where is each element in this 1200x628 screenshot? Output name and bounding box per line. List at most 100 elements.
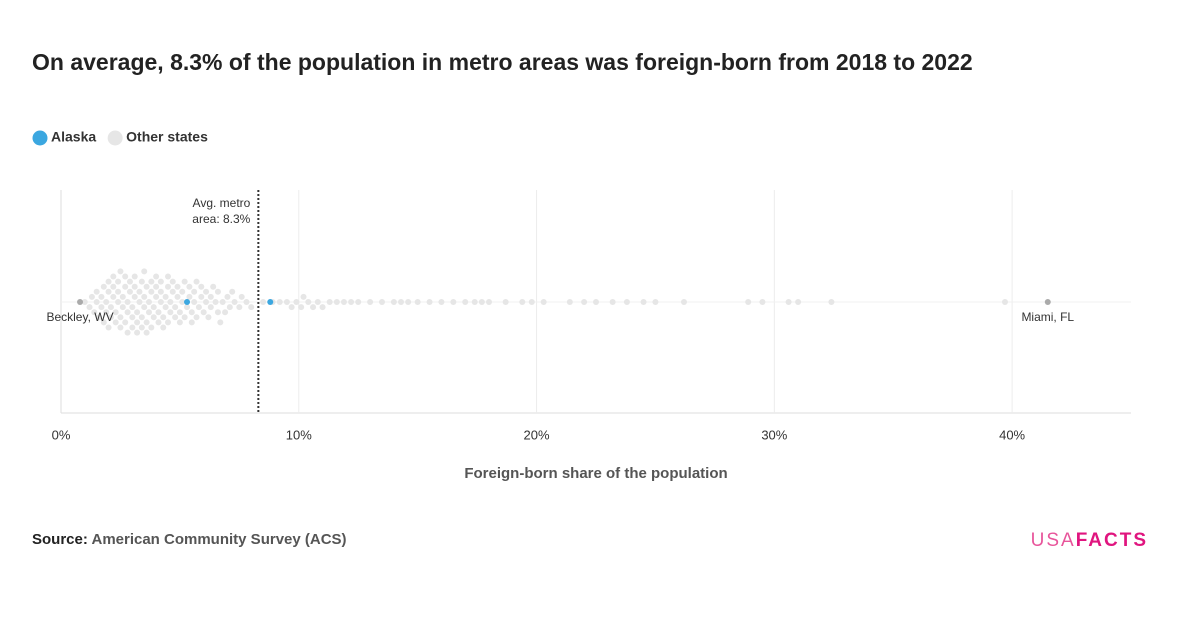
point [148, 278, 155, 285]
point [119, 293, 126, 300]
point [150, 304, 157, 311]
point [122, 273, 129, 280]
point [176, 309, 183, 316]
point [519, 299, 526, 305]
point [680, 299, 687, 305]
point [795, 299, 802, 305]
point [186, 283, 193, 290]
point [593, 299, 599, 305]
point [203, 299, 210, 305]
source: Source: American Community Survey (ACS) [32, 531, 347, 548]
point [319, 304, 326, 311]
point [167, 299, 174, 305]
point [93, 299, 100, 305]
point [214, 309, 221, 316]
point [98, 304, 105, 311]
point [129, 304, 136, 311]
point [153, 273, 160, 280]
point [81, 299, 88, 305]
legend-swatch [107, 130, 123, 146]
point [231, 299, 238, 305]
point [148, 324, 155, 331]
point [184, 299, 191, 305]
logo-usa: USA [1031, 530, 1076, 551]
point [181, 278, 188, 285]
point [210, 283, 217, 290]
point [238, 293, 245, 300]
point [160, 324, 167, 331]
point [785, 299, 792, 305]
point [138, 278, 145, 285]
legend-swatch [32, 130, 48, 146]
point [390, 299, 397, 305]
point [134, 329, 141, 336]
point [188, 309, 195, 316]
point [157, 288, 164, 295]
point [143, 319, 150, 326]
x-tick-label: 0% [52, 427, 71, 442]
point [438, 299, 445, 305]
point [502, 299, 509, 305]
point [134, 309, 141, 316]
point [86, 304, 93, 311]
point [88, 293, 95, 300]
point [157, 278, 164, 285]
point [298, 304, 305, 311]
point [162, 304, 169, 311]
point [200, 309, 207, 316]
point [405, 299, 412, 305]
point [566, 299, 573, 305]
point [115, 278, 122, 285]
point [126, 288, 133, 295]
source-label: Source: [32, 531, 88, 548]
point [333, 299, 340, 305]
point [198, 283, 205, 290]
point [143, 329, 150, 336]
point [181, 314, 188, 321]
points [81, 268, 1008, 336]
point [283, 299, 290, 305]
point [305, 299, 312, 305]
point [136, 288, 143, 295]
point [105, 278, 112, 285]
point [124, 299, 131, 305]
point [348, 299, 355, 305]
point [462, 299, 469, 305]
point [122, 319, 129, 326]
point [581, 299, 588, 305]
point [207, 293, 214, 300]
average-label: Avg. metro [193, 196, 251, 210]
point [119, 304, 126, 311]
point [110, 293, 117, 300]
point [260, 299, 267, 305]
point [179, 299, 186, 305]
point [145, 309, 152, 316]
point [229, 288, 236, 295]
labeled-point [77, 299, 84, 305]
x-tick-label: 10% [286, 427, 312, 442]
point [236, 304, 243, 311]
point-label: Miami, FL [1021, 310, 1074, 324]
point [288, 304, 295, 311]
point [141, 304, 148, 311]
point [640, 299, 647, 305]
point [112, 319, 119, 326]
point [115, 288, 122, 295]
point [528, 299, 535, 305]
x-axis-title: Foreign-born share of the population [464, 465, 727, 482]
point [191, 288, 198, 295]
point [124, 329, 131, 336]
point [426, 299, 433, 305]
source-text: American Community Survey (ACS) [91, 531, 346, 548]
point [110, 273, 117, 280]
point [176, 319, 183, 326]
point [486, 299, 492, 305]
point [191, 299, 198, 305]
point [138, 324, 145, 331]
point [100, 283, 107, 290]
point [276, 299, 283, 305]
legend-label: Alaska [51, 129, 96, 145]
point [355, 299, 362, 305]
point [222, 309, 229, 316]
